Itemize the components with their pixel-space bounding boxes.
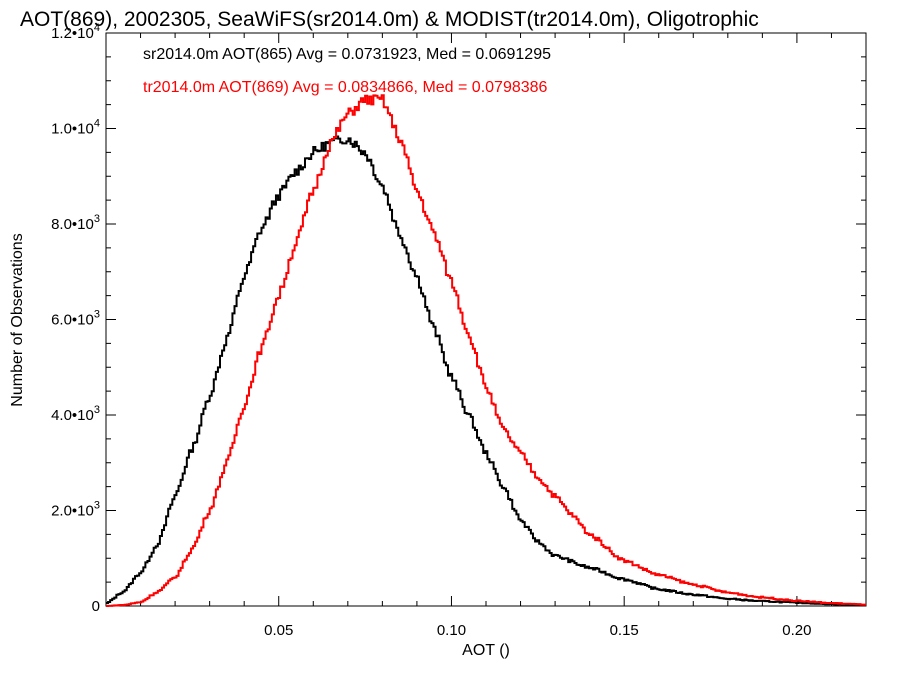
y-axis-label: Number of Observations: [9, 233, 26, 406]
y-tick-label: 1.2•104: [51, 22, 100, 42]
y-tick-label: 8.0•103: [51, 213, 100, 233]
x-axis: 0.05 0.10 0.15 0.20: [140, 33, 832, 639]
chart-title: AOT(869), 2002305, SeaWiFS(sr2014.0m) & …: [20, 8, 759, 31]
series-line-1: [106, 94, 866, 607]
legend-entry-tr2014: tr2014.0m AOT(869) Avg = 0.0834866, Med …: [143, 79, 548, 96]
x-tick-label: 0.20: [782, 622, 811, 639]
x-tick-label: 0.15: [610, 622, 639, 639]
plot-frame: [105, 32, 867, 607]
y-tick-label: 1.0•104: [51, 118, 100, 138]
legend-entry-sr2014: sr2014.0m AOT(865) Avg = 0.0731923, Med …: [143, 46, 551, 63]
series-layer: [106, 94, 866, 607]
x-tick-label: 0.10: [437, 622, 466, 639]
y-tick-label: 0: [92, 598, 100, 615]
y-tick-label: 2.0•103: [51, 500, 100, 520]
y-tick-label: 6.0•103: [51, 309, 100, 329]
x-axis-label: AOT (): [462, 642, 510, 659]
y-tick-label: 4.0•103: [51, 404, 100, 424]
x-tick-label: 0.05: [264, 622, 293, 639]
legend: sr2014.0m AOT(865) Avg = 0.0731923, Med …: [143, 46, 551, 96]
series-line-0: [106, 135, 866, 607]
y-axis: 0 2.0•103 4.0•103 6.0•103 8.0•103 1.0•104 1.2•…: [51, 22, 866, 615]
